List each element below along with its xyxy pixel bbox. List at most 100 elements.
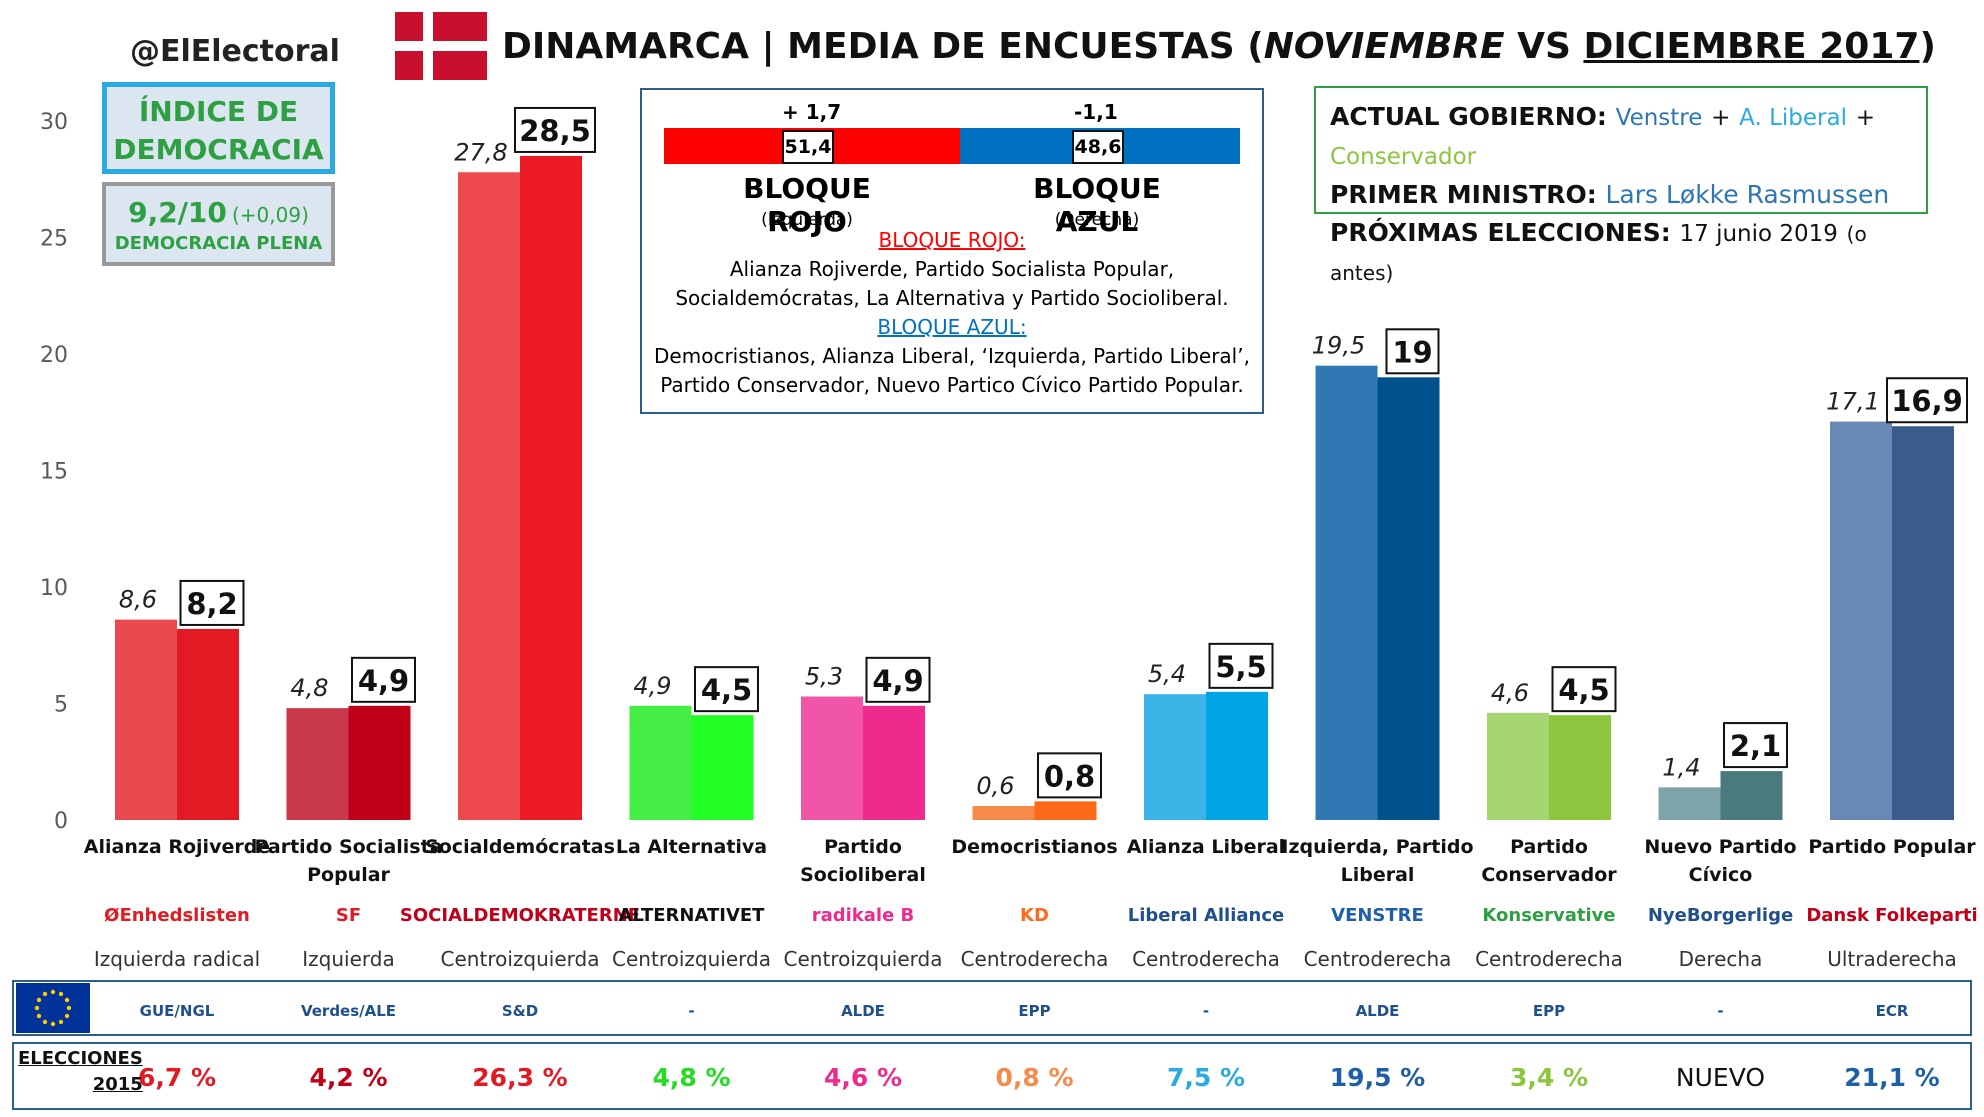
ideology-label: Derecha: [1679, 947, 1763, 971]
red-bloc-heading: BLOQUE ROJO:: [878, 228, 1026, 252]
red-bloc-members-2: Socialdemócratas, La Alternativa y Parti…: [675, 286, 1229, 310]
party-logo: Konservative: [1482, 905, 1615, 926]
category-label: Partido: [1510, 836, 1588, 858]
pm-line: PRIMER MINISTRO: Lars Løkke Rasmussen: [1330, 176, 1912, 214]
bar-dec: [177, 628, 239, 820]
data-label-box: [514, 106, 596, 153]
elections-2015-value: 6,7 %: [138, 1063, 216, 1092]
elections-2015-value: NUEVO: [1676, 1063, 1765, 1092]
category-label: Socialdemócratas: [425, 836, 615, 858]
data-label-dec: 19: [1392, 335, 1432, 369]
category-label: Partido: [824, 836, 902, 858]
data-label-box: [179, 579, 245, 626]
data-label-dec: 4,5: [701, 673, 752, 707]
author-handle: @ElElectoral: [130, 34, 340, 69]
eu-group-label: -: [1717, 1002, 1723, 1020]
party-logo: ØEnhedslisten: [104, 905, 250, 926]
party-logo: radikale B: [812, 905, 915, 926]
gov-party-liberal: A. Liberal: [1739, 105, 1847, 131]
y-tick-label: 0: [54, 809, 68, 834]
bloc-members: BLOQUE ROJO: Alianza Rojiverde, Partido …: [642, 226, 1262, 400]
party-logo: Liberal Alliance: [1128, 905, 1284, 926]
elections-2015-value: 19,5 %: [1330, 1063, 1425, 1092]
bar-nov: [629, 705, 692, 820]
democracy-score-box: 9,2/10 (+0,09) DEMOCRACIA PLENA: [102, 182, 335, 266]
party-logo: Dansk Folkeparti: [1806, 905, 1977, 926]
category-label: Conservador: [1481, 864, 1617, 886]
ideology-label: Izquierda radical: [94, 947, 260, 971]
category-label: Partido Socialista: [254, 836, 442, 858]
ideology-label: Centroderecha: [1132, 947, 1280, 971]
pm-name: Lars Løkke Rasmussen: [1605, 180, 1890, 209]
blue-bloc-value: 48,6: [1072, 130, 1124, 164]
bar-dec: [863, 705, 925, 820]
blue-bloc-sub: (Derecha): [1054, 210, 1140, 230]
ideology-label: Izquierda: [302, 947, 394, 971]
eu-group-row: [12, 980, 1972, 1036]
data-label-box: [1886, 377, 1968, 424]
data-label-nov: 5,4: [1148, 660, 1186, 688]
data-label-box: [351, 656, 416, 703]
bar-dec: [1377, 377, 1440, 820]
blue-bloc-name: BLOQUE AZUL: [1033, 172, 1161, 238]
elections-2015-row: [12, 1042, 1972, 1110]
data-label-nov: 0,6: [976, 772, 1014, 800]
chart-title: DINAMARCA | MEDIA DE ENCUESTAS (NOVIEMBR…: [502, 26, 1936, 67]
bar-nov: [1830, 421, 1892, 820]
democracy-delta: (+0,09): [231, 203, 309, 227]
eu-group-label: ALDE: [1356, 1002, 1400, 1020]
party-logo: KD: [1020, 905, 1049, 926]
red-bloc-name: BLOQUE ROJO: [743, 172, 871, 238]
title-dec: DICIEMBRE 2017: [1583, 26, 1920, 67]
bar-dec: [1034, 801, 1097, 820]
data-label-dec: 4,9: [358, 664, 409, 698]
gov-plus-1: +: [1711, 105, 1731, 131]
ideology-label: Centroizquierda: [784, 947, 943, 971]
data-label-nov: 5,3: [805, 663, 843, 691]
data-label-nov: 8,6: [119, 586, 157, 614]
ideology-label: Centroderecha: [961, 947, 1109, 971]
bar-dec: [1720, 771, 1783, 820]
data-label-nov: 1,4: [1662, 753, 1700, 781]
data-label-box: [1385, 328, 1440, 375]
gov-label: ACTUAL GOBIERNO:: [1330, 102, 1607, 131]
party-logo: NyeBorgerlige: [1648, 905, 1793, 926]
eu-group-label: -: [1203, 1002, 1209, 1020]
ideology-label: Centroizquierda: [612, 947, 771, 971]
elections-2015-value: 4,6 %: [824, 1063, 902, 1092]
bar-dec: [520, 155, 582, 820]
data-label-box: [1551, 666, 1617, 713]
eu-group-label: S&D: [502, 1002, 538, 1020]
data-label-nov: 17,1: [1826, 388, 1879, 416]
red-bloc-members-1: Alianza Rojiverde, Partido Socialista Po…: [729, 257, 1175, 281]
bar-nov: [1658, 787, 1721, 820]
next-election-line: PRÓXIMAS ELECCIONES: 17 junio 2019 (o an…: [1330, 214, 1912, 292]
category-label: Partido Popular: [1808, 836, 1976, 858]
ideology-label: Centroderecha: [1304, 947, 1452, 971]
democracy-score: 9,2/10: [128, 196, 227, 229]
y-tick-label: 15: [40, 460, 68, 485]
party-logo: VENSTRE: [1331, 905, 1424, 926]
bar-nov: [1487, 712, 1549, 820]
eu-group-label: EPP: [1018, 1002, 1050, 1020]
next-label: PRÓXIMAS ELECCIONES:: [1330, 218, 1671, 247]
data-label-nov: 4,6: [1491, 679, 1529, 707]
elections-label-line2: 2015: [92, 1074, 143, 1095]
elections-2015-label: ELECCIONES 2015: [18, 1046, 143, 1098]
eu-group-label: -: [688, 1002, 694, 1020]
denmark-flag-icon: [395, 12, 487, 80]
data-label-box: [1723, 722, 1788, 769]
category-label: Alianza Rojiverde: [84, 836, 270, 858]
next-date: 17 junio 2019: [1679, 221, 1838, 247]
party-logo: ALTERNATIVET: [619, 905, 766, 926]
title-nov: NOVIEMBRE: [1263, 26, 1505, 67]
pm-label: PRIMER MINISTRO:: [1330, 180, 1597, 209]
data-label-dec: 8,2: [186, 587, 237, 621]
y-tick-label: 30: [40, 110, 68, 135]
data-label-dec: 4,9: [872, 664, 923, 698]
blue-bloc-members-1: Democristianos, Alianza Liberal, ‘Izquie…: [654, 344, 1250, 368]
bar-dec: [348, 705, 411, 820]
blue-bloc-change: -1,1: [1074, 100, 1118, 124]
bar-nov: [286, 708, 349, 820]
